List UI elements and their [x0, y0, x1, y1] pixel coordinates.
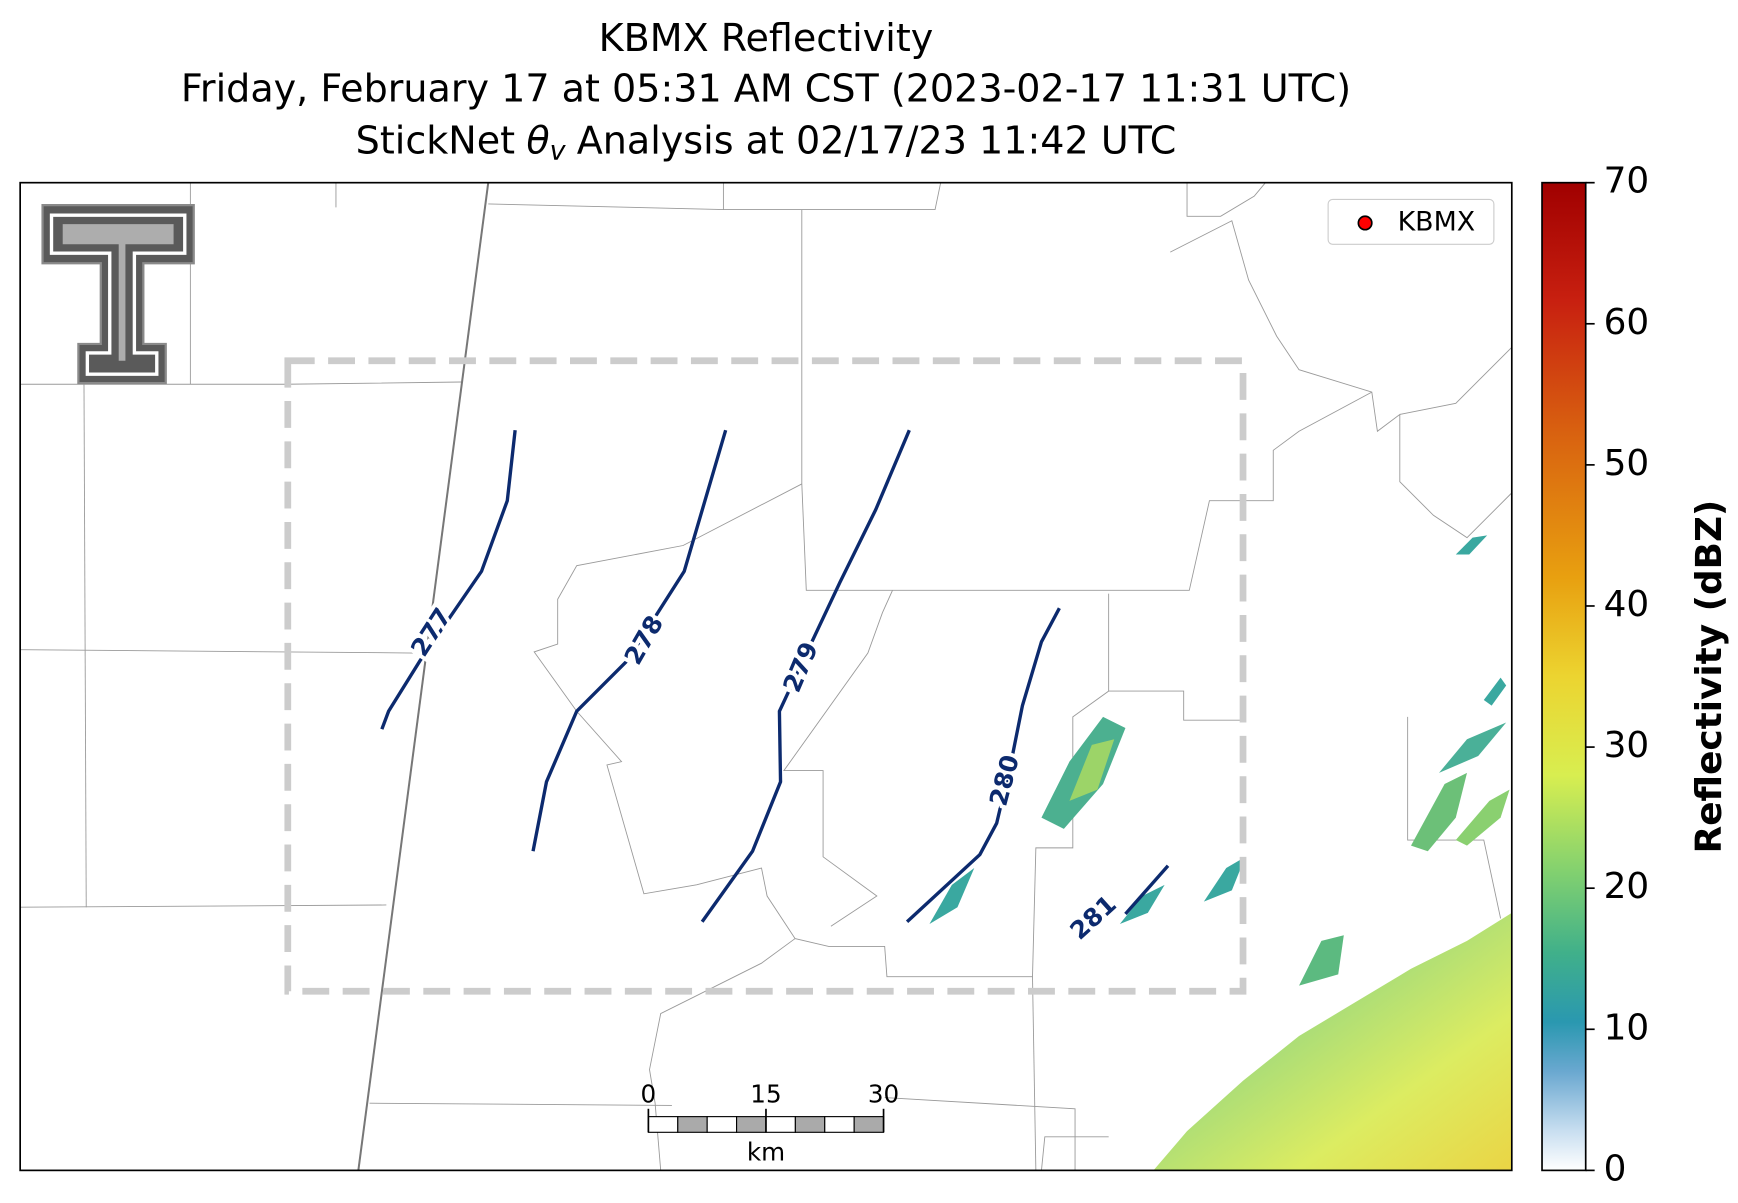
contour-line — [905, 607, 1061, 924]
county-line — [20, 649, 415, 654]
scale-segment — [736, 1116, 767, 1133]
contour-line — [531, 429, 728, 852]
county-line — [83, 384, 87, 908]
contours — [380, 429, 1170, 924]
scale-segment — [647, 1116, 679, 1133]
colorbar-tick-label: 40 — [1604, 584, 1650, 625]
county-line — [369, 1102, 672, 1106]
contour-line — [380, 429, 517, 730]
county-line — [1399, 346, 1513, 415]
echo-region — [1153, 912, 1512, 1171]
county-line — [1186, 182, 1266, 217]
county-line — [649, 938, 796, 1171]
county-line — [884, 1097, 1076, 1171]
map-background — [20, 182, 1512, 1171]
county-line — [1032, 976, 1037, 1171]
scale-segment — [824, 1116, 855, 1133]
county-line — [1170, 220, 1513, 539]
colorbar-tick-label: 10 — [1604, 1007, 1650, 1048]
colorbar-tick-label: 0 — [1604, 1148, 1627, 1189]
scale-tick-label: 0 — [641, 1079, 657, 1108]
logo — [41, 203, 195, 385]
title-line2: Friday, February 17 at 05:31 AM CST (202… — [181, 66, 1351, 110]
scale-tick-label: 30 — [868, 1079, 899, 1108]
title-subscript: v — [550, 135, 567, 166]
echo-cell — [1299, 935, 1344, 986]
scale-segment — [853, 1116, 885, 1133]
colorbar-tick-label: 70 — [1604, 161, 1650, 202]
scale-unit: km — [747, 1138, 785, 1167]
title-line3: StickNet θv Analysis at 02/17/23 11:42 UTC — [356, 118, 1177, 166]
contour-line — [1124, 864, 1170, 916]
legend-label: KBMX — [1398, 206, 1476, 237]
colorbar-tick-label: 30 — [1604, 725, 1650, 766]
echo-cell — [1483, 677, 1507, 706]
county-line — [533, 483, 1244, 978]
legend-box — [1327, 198, 1495, 245]
colorbar-ramp — [1541, 181, 1587, 1172]
scale-segment — [765, 1116, 796, 1133]
legend-marker — [1357, 215, 1373, 231]
colorbar-tick-label: 20 — [1604, 866, 1650, 907]
state-line — [357, 182, 490, 1171]
echo-cell — [1439, 722, 1507, 773]
county-lines — [20, 182, 1513, 1171]
scale-bar: km 0 15 30 — [641, 1079, 900, 1166]
county-line — [20, 904, 387, 908]
echo-cell — [1069, 739, 1115, 801]
colorbar-tick-label: 60 — [1604, 302, 1650, 343]
colorbar-tick-label: 50 — [1604, 443, 1650, 484]
echo-cell — [1411, 772, 1467, 852]
title-prefix: StickNet — [356, 118, 516, 162]
colorbar: Reflectivity (dBZ) 0 10 20 30 40 50 60 70 — [1541, 161, 1730, 1189]
county-line — [783, 590, 893, 927]
colorbar-label: Reflectivity (dBZ) — [1689, 500, 1730, 854]
echo-cell — [1455, 535, 1488, 555]
county-line — [1041, 1136, 1109, 1171]
county-line — [488, 182, 942, 211]
scale-segment — [794, 1116, 826, 1133]
radar-echoes — [929, 535, 1512, 1171]
legend: KBMX — [1327, 198, 1495, 245]
echo-cell — [1203, 856, 1246, 902]
county-line — [801, 209, 1373, 591]
title-line1: KBMX Reflectivity — [599, 16, 934, 60]
title-symbol: θ — [526, 118, 549, 162]
map-frame — [19, 181, 1513, 1172]
county-line — [1407, 716, 1502, 919]
scale-segment — [677, 1116, 708, 1133]
analysis-domain — [284, 357, 1247, 995]
scale-segment — [706, 1116, 738, 1133]
map: 277 278 279 280 281 KBMX km 0 15 30 — [19, 181, 1513, 1172]
echo-cell — [1119, 884, 1165, 925]
echo-cell — [1455, 789, 1510, 846]
scale-tick-label: 15 — [750, 1079, 781, 1108]
title-suffix: Analysis at 02/17/23 11:42 UTC — [577, 118, 1177, 162]
contour-line — [700, 429, 911, 923]
echo-cell — [929, 868, 975, 925]
